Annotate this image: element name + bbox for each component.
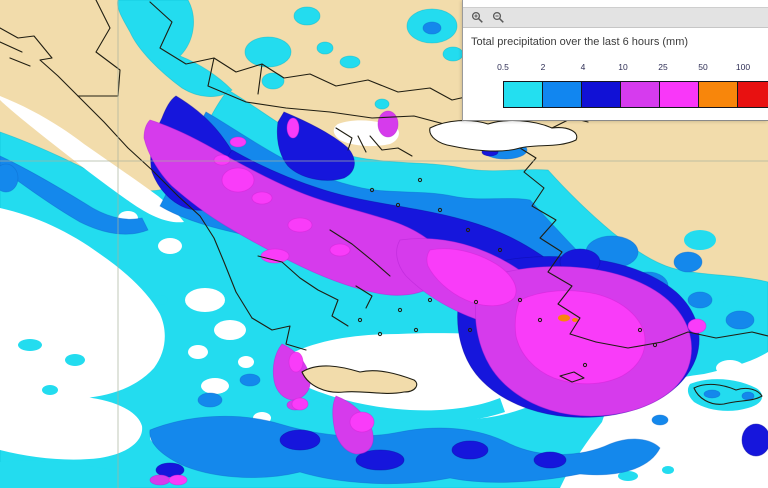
zoom-out-button[interactable] xyxy=(491,11,505,25)
legend-scale-labels: 0.5 2 4 10 25 50 100 xyxy=(497,62,768,76)
scale-label: 100 xyxy=(735,62,751,72)
legend-swatch xyxy=(503,81,543,108)
legend-swatch xyxy=(698,81,738,108)
coastline-layer xyxy=(0,0,768,405)
magnifier-plus-icon xyxy=(471,11,483,23)
legend-swatch xyxy=(620,81,660,108)
scale-label: 0.5 xyxy=(497,62,509,72)
magnifier-minus-icon xyxy=(492,11,504,23)
scale-label: 4 xyxy=(580,62,586,72)
legend-toolbar xyxy=(463,7,768,28)
legend-swatch xyxy=(659,81,699,108)
precip-magenta-layer xyxy=(168,117,707,486)
precip-orange-layer xyxy=(558,314,578,322)
legend-scale: 0.5 2 4 10 25 50 100 xyxy=(497,62,768,114)
legend-panel: Total precipitation over the last 6 hour… xyxy=(462,0,768,121)
scale-label: 2 xyxy=(540,62,546,72)
scale-label: 25 xyxy=(658,62,668,72)
legend-swatch xyxy=(581,81,621,108)
scale-label: 50 xyxy=(698,62,708,72)
legend-swatch xyxy=(542,81,582,108)
scale-label: 10 xyxy=(618,62,628,72)
legend-swatch-row xyxy=(503,81,768,108)
legend-title: Total precipitation over the last 6 hour… xyxy=(471,36,689,48)
island-dots-layer xyxy=(357,177,658,368)
zoom-in-button[interactable] xyxy=(470,11,484,25)
legend-swatch xyxy=(737,81,768,108)
